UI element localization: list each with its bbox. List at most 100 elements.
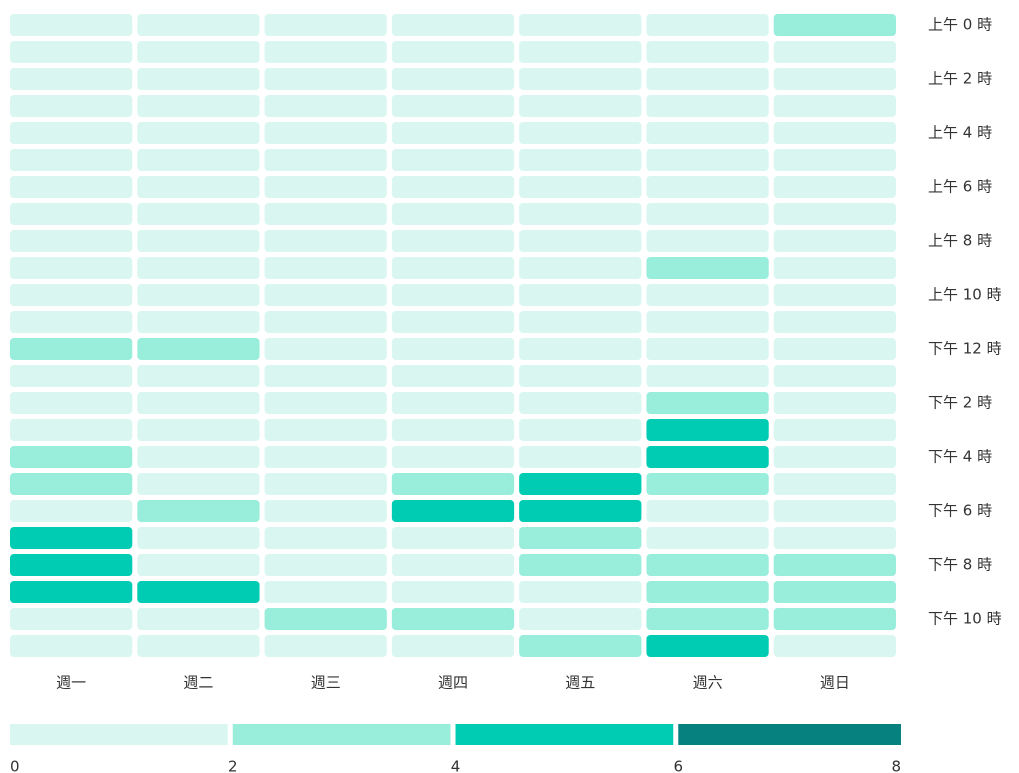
heat-cell bbox=[10, 419, 133, 441]
heat-cell bbox=[391, 365, 515, 387]
heat-cell bbox=[646, 581, 769, 603]
heat-cell bbox=[646, 95, 769, 117]
heat-cell bbox=[646, 365, 769, 387]
legend-piece bbox=[678, 724, 901, 745]
heat-cell bbox=[519, 365, 642, 387]
x-tick-label: 週日 bbox=[820, 674, 850, 692]
heat-cell bbox=[519, 554, 642, 576]
heat-cell bbox=[137, 122, 260, 144]
y-tick-label: 下午 10 時 bbox=[928, 610, 1002, 628]
heat-cell bbox=[773, 230, 896, 252]
heat-cell bbox=[646, 392, 769, 414]
heat-cell bbox=[137, 554, 260, 576]
heat-cell bbox=[391, 635, 515, 657]
heat-cell bbox=[519, 95, 642, 117]
legend-label: 0 bbox=[10, 758, 20, 773]
heat-cell bbox=[646, 284, 769, 306]
heat-cell bbox=[519, 338, 642, 360]
legend-label: 2 bbox=[228, 758, 238, 773]
legend-label: 4 bbox=[451, 758, 461, 773]
y-tick-label: 上午 0 時 bbox=[928, 16, 992, 34]
legend-piece bbox=[10, 724, 228, 745]
heat-cell bbox=[646, 419, 769, 441]
heat-cell bbox=[10, 311, 133, 333]
heat-cell bbox=[137, 284, 260, 306]
heat-cell bbox=[773, 446, 896, 468]
heat-cell bbox=[264, 365, 387, 387]
heat-cell bbox=[519, 446, 642, 468]
heat-cell bbox=[137, 419, 260, 441]
heat-cell bbox=[519, 527, 642, 549]
heat-cell bbox=[646, 473, 769, 495]
y-tick-label: 下午 2 時 bbox=[928, 394, 992, 412]
heat-cell bbox=[137, 446, 260, 468]
heat-cell bbox=[10, 527, 133, 549]
heat-cell bbox=[773, 581, 896, 603]
heat-cell bbox=[519, 608, 642, 630]
legend-piece bbox=[232, 724, 451, 745]
heat-cell bbox=[773, 473, 896, 495]
heat-cell bbox=[10, 149, 133, 171]
heat-cell bbox=[519, 473, 642, 495]
heat-cell bbox=[264, 95, 387, 117]
heat-cell bbox=[264, 203, 387, 225]
heat-cell bbox=[10, 284, 133, 306]
y-tick-label: 上午 4 時 bbox=[928, 124, 992, 142]
heat-cell bbox=[519, 311, 642, 333]
heat-cell bbox=[391, 608, 515, 630]
heat-cell bbox=[519, 581, 642, 603]
heat-cell bbox=[264, 68, 387, 90]
x-tick-label: 週六 bbox=[693, 674, 723, 692]
heat-cell bbox=[137, 635, 260, 657]
heat-cell bbox=[264, 41, 387, 63]
heat-cell bbox=[519, 41, 642, 63]
heat-cell bbox=[10, 176, 133, 198]
heat-cell bbox=[137, 149, 260, 171]
heat-cell bbox=[519, 14, 642, 36]
heat-cell bbox=[137, 41, 260, 63]
heat-cell bbox=[10, 392, 133, 414]
heat-cell bbox=[519, 122, 642, 144]
heat-cell bbox=[773, 554, 896, 576]
heat-cell bbox=[137, 527, 260, 549]
heat-cell bbox=[773, 311, 896, 333]
heat-cell bbox=[519, 257, 642, 279]
heat-cell bbox=[10, 473, 133, 495]
heat-cell bbox=[391, 14, 515, 36]
heat-cell bbox=[646, 527, 769, 549]
heat-cell bbox=[264, 446, 387, 468]
heat-cell bbox=[391, 257, 515, 279]
heat-cell bbox=[264, 14, 387, 36]
heat-cell bbox=[773, 122, 896, 144]
heat-cell bbox=[137, 473, 260, 495]
heat-cell bbox=[264, 284, 387, 306]
y-tick-label: 下午 12 時 bbox=[928, 340, 1002, 358]
heat-cell bbox=[519, 284, 642, 306]
heat-cell bbox=[137, 68, 260, 90]
heat-cell bbox=[519, 500, 642, 522]
heat-cell bbox=[646, 635, 769, 657]
heat-cell bbox=[137, 311, 260, 333]
heat-cell bbox=[391, 446, 515, 468]
heat-cell bbox=[391, 122, 515, 144]
heat-cell bbox=[773, 95, 896, 117]
heat-cell bbox=[391, 500, 515, 522]
y-tick-label: 下午 6 時 bbox=[928, 502, 992, 520]
heat-cell bbox=[264, 500, 387, 522]
heat-cell bbox=[10, 581, 133, 603]
heat-cell bbox=[391, 581, 515, 603]
heat-cell bbox=[773, 527, 896, 549]
heat-cell bbox=[10, 203, 133, 225]
y-tick-label: 下午 8 時 bbox=[928, 556, 992, 574]
heat-cell bbox=[264, 257, 387, 279]
heat-cell bbox=[773, 41, 896, 63]
heat-cell bbox=[646, 338, 769, 360]
heat-cell bbox=[137, 257, 260, 279]
heat-cell bbox=[391, 284, 515, 306]
heat-cell bbox=[519, 419, 642, 441]
heat-cell bbox=[773, 149, 896, 171]
heat-cell bbox=[646, 608, 769, 630]
heat-cell bbox=[264, 392, 387, 414]
heat-cell bbox=[773, 608, 896, 630]
